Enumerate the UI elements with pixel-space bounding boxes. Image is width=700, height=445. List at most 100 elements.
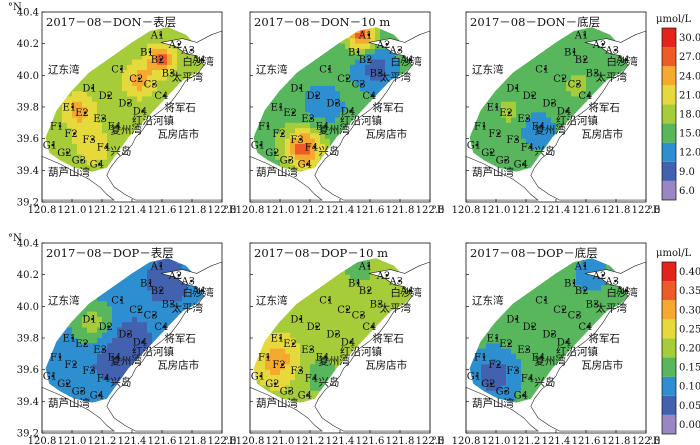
lon-tick-label: 121.0 [482,205,511,216]
station-label: D3 [326,99,340,110]
station-label: D3 [326,330,340,341]
station-marker [489,382,493,385]
station-label: F4 [305,373,318,384]
station-label: A4 [615,286,630,297]
lon-tick-label: 120.8 [28,205,57,216]
station-marker [367,289,371,292]
lat-unit-label: °N [8,2,22,13]
station-label: C2 [337,305,351,316]
station-label: G2 [57,148,71,159]
place-huludao: 葫芦山湾 [48,165,90,178]
station-marker [482,355,486,359]
station-marker [137,77,141,80]
station-marker [148,50,152,54]
station-marker [51,374,55,378]
colorbar-swatch [662,66,676,86]
station-label: F2 [272,360,285,371]
station-marker [531,94,534,97]
station-marker [273,151,277,154]
station-marker [529,145,533,149]
station-label: A1 [574,261,589,272]
colorbar-swatch [662,281,676,301]
station-label: C1 [111,65,125,76]
station-label: C1 [319,296,333,307]
station-marker [152,313,155,317]
station-marker [614,48,617,52]
station-label: C4 [362,91,376,102]
station-label: D1 [82,84,96,95]
station-label: G1 [43,372,57,383]
lon-tick-label: 121.0 [266,436,295,445]
station-marker [141,109,145,113]
station-label: B3 [162,299,176,310]
station-marker [543,298,547,302]
station-marker [624,58,628,61]
station-label: E3 [93,345,107,356]
lat-unit-label: °N [8,233,22,244]
colorbar-swatch [662,414,676,434]
place-fuzhou: 复州湾 [318,355,350,368]
place-jiangjun: 将军石 [164,102,196,114]
station-marker [360,313,363,317]
station-label: A3 [180,46,195,57]
lon-tick-label: 121.4 [542,436,571,445]
station-marker [259,143,263,147]
colorbar-tick-label: 9.0 [679,167,695,178]
station-label: A4 [191,286,206,297]
station-marker [572,281,576,285]
station-label: E1 [487,334,501,345]
colorbar-unit: μmol/L [656,14,692,25]
station-label: F4 [305,142,318,153]
lon-tick-label: 121.6 [356,436,385,445]
colorbar-tick-label: 6.0 [679,186,695,197]
station-marker [163,325,166,328]
station-label: A4 [399,55,414,66]
lon-tick-label: 122.0 [632,205,661,216]
station-marker [163,94,166,97]
station-label: F4 [97,142,110,153]
station-label: B2 [359,55,373,66]
station-label: E3 [301,114,315,125]
station-label: G2 [265,148,279,159]
station-label: C3 [144,311,158,322]
station-marker [299,317,302,321]
station-marker [306,162,309,166]
station-marker [200,58,204,61]
place-xingdao: 兴岛 [110,376,131,389]
lon-unit-label: °E [648,436,660,445]
place-huludao: 葫芦山湾 [256,396,298,409]
station-label: C1 [535,65,549,76]
colorbar-tick-label: 0.25 [679,324,700,335]
station-label: C4 [578,91,592,102]
place-huludao: 葫芦山湾 [48,396,90,409]
station-marker [281,363,284,366]
colorbar-swatch [662,300,676,320]
station-label: C3 [352,311,366,322]
station-marker [107,94,110,97]
station-marker [98,393,101,397]
lon-tick-label: 121.2 [512,205,541,216]
station-label: F3 [82,135,95,146]
colorbar-swatch [662,104,676,124]
colorbar-2: 0.00 0.05 0.10 0.15 0.20 0.25 0.30 0.35 0.40 μmol… [656,248,700,435]
station-label: C2 [129,305,143,316]
station-marker [119,298,123,302]
station-label: D4 [341,337,355,348]
station-label: B3 [586,68,600,79]
place-hongyan: 红沿河镇 [340,345,382,358]
station-marker [398,48,401,52]
place-liaodong: 辽东湾 [256,294,288,307]
station-marker [159,58,163,61]
place-taiping: 太平湾 [172,301,204,314]
station-marker [101,348,105,351]
station-label: G3 [280,387,294,398]
station-label: E2 [499,108,513,119]
colorbar-tick-label: 12.0 [679,148,700,159]
place-baisha: 白沙湾 [390,286,422,299]
panel-title: 2017－08－DOP－10 m [254,246,388,260]
station-marker [378,302,381,306]
station-marker [291,342,295,346]
station-marker [482,124,486,128]
station-marker [65,151,69,154]
